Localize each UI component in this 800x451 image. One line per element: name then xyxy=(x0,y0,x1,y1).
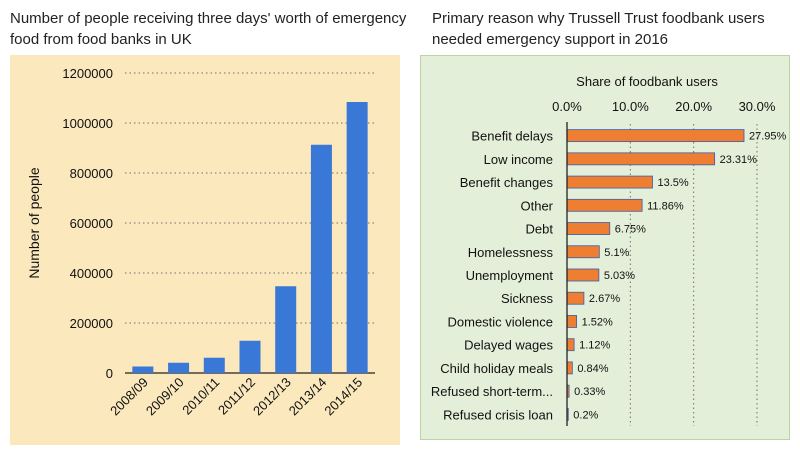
bar xyxy=(566,315,578,328)
y-tick-label: 0 xyxy=(106,366,113,381)
bar xyxy=(168,362,190,373)
data-label: 11.86% xyxy=(647,200,684,212)
y-tick-label: Domestic violence xyxy=(448,314,554,329)
reasons-bar-chart: Share of foodbank users 0.0% 10.0% 20.0% 30.… xyxy=(431,74,787,426)
bar xyxy=(566,291,585,305)
y-tick-label: Refused short-term... xyxy=(431,384,553,399)
x-tick-label: 30.0% xyxy=(739,99,776,114)
bar xyxy=(566,152,716,166)
y-tick-label: 200000 xyxy=(70,316,113,331)
x-tick-label: 10.0% xyxy=(612,99,649,114)
data-label: 0.2% xyxy=(573,409,598,421)
y-tick-label: Benefit delays xyxy=(471,129,553,144)
x-tick-label: 2008/09 xyxy=(107,375,151,419)
x-tick-label: 2014/15 xyxy=(321,375,365,419)
bar xyxy=(566,129,745,143)
bar xyxy=(566,338,575,352)
y-tick-label: 600000 xyxy=(70,216,113,231)
bar xyxy=(566,222,611,235)
x-axis-title: Share of foodbank users xyxy=(576,74,718,89)
right-chart-panel: Share of foodbank users 0.0% 10.0% 20.0% 30.… xyxy=(420,55,790,440)
data-label: 5.1% xyxy=(604,247,629,259)
data-label: 5.03% xyxy=(604,270,635,282)
left-chart-panel: 0 200000 400000 600000 800000 1000000 1200000 2… xyxy=(10,55,400,445)
data-label: 2.67% xyxy=(589,293,620,305)
y-tick-label: Unemployment xyxy=(466,268,554,283)
x-tick-label: 2009/10 xyxy=(143,375,187,419)
data-label: 1.52% xyxy=(582,316,613,328)
bar xyxy=(566,268,600,282)
left-chart-title: Number of people receiving three days' w… xyxy=(10,10,407,48)
bar xyxy=(239,340,261,373)
y-tick-label: 400000 xyxy=(70,266,113,281)
x-tick-label: 20.0% xyxy=(675,99,712,114)
x-tick-label: 2012/13 xyxy=(250,375,294,419)
bar xyxy=(275,286,297,373)
y-tick-label: Refused crisis loan xyxy=(443,407,553,422)
data-label: 6.75% xyxy=(615,224,646,236)
bar xyxy=(203,357,225,373)
bar xyxy=(346,102,368,373)
bar xyxy=(566,245,600,259)
y-tick-label: 1200000 xyxy=(62,66,113,81)
y-tick-label: 1000000 xyxy=(62,116,113,131)
bar xyxy=(566,175,653,189)
y-tick-label: Low income xyxy=(484,152,553,167)
y-tick-label: Sickness xyxy=(501,291,554,306)
y-tick-label: Benefit changes xyxy=(460,175,554,190)
data-label: 13.5% xyxy=(658,177,689,189)
data-label: 27.95% xyxy=(749,131,787,143)
bar xyxy=(132,366,154,373)
y-tick-label: Child holiday meals xyxy=(440,361,553,376)
x-tick-label: 2011/12 xyxy=(215,375,258,418)
x-tick-label: 2010/11 xyxy=(179,375,222,418)
y-tick-label: Other xyxy=(520,198,553,213)
bar xyxy=(566,361,573,375)
x-tick-label: 0.0% xyxy=(552,99,582,114)
bar xyxy=(310,144,332,373)
y-tick-label: Delayed wages xyxy=(464,338,553,353)
data-label: 23.31% xyxy=(720,154,758,166)
food-bank-users-bar-chart: 0 200000 400000 600000 800000 1000000 1200000 2… xyxy=(26,66,375,419)
y-tick-label: Debt xyxy=(526,222,554,237)
data-label: 0.84% xyxy=(577,363,608,375)
y-axis-label: Number of people xyxy=(26,167,42,279)
bar xyxy=(566,198,643,212)
y-tick-label: Homelessness xyxy=(468,245,554,260)
x-tick-label: 2013/14 xyxy=(286,375,330,419)
y-tick-label: 800000 xyxy=(70,166,113,181)
right-chart-title: Primary reason why Trussell Trust foodba… xyxy=(432,10,765,48)
data-label: 0.33% xyxy=(574,386,605,398)
data-label: 1.12% xyxy=(579,340,610,352)
